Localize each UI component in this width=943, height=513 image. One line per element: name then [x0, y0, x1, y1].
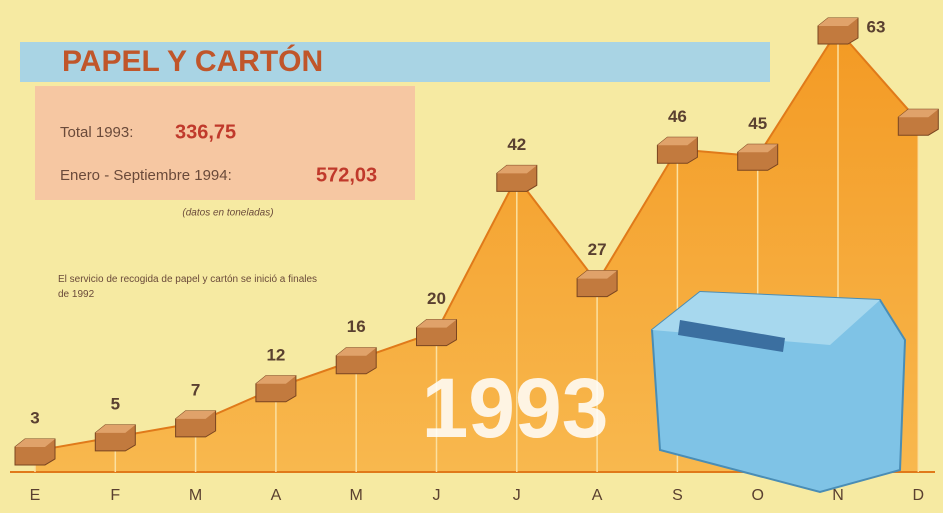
- point-marker: [577, 271, 617, 297]
- point-marker: [256, 376, 296, 402]
- data-label: 16: [347, 317, 366, 336]
- period-label: Enero - Septiembre 1994:: [60, 167, 232, 184]
- x-tick-label: J: [513, 487, 521, 504]
- point-marker: [818, 18, 858, 44]
- chart-title: PAPEL Y CARTÓN: [62, 44, 323, 78]
- data-label: 20: [427, 289, 446, 308]
- data-label: 3: [30, 408, 39, 427]
- data-label: 45: [748, 114, 767, 133]
- x-tick-label: N: [832, 487, 844, 504]
- point-marker: [176, 411, 216, 437]
- x-tick-label: O: [751, 487, 763, 504]
- x-tick-label: S: [672, 487, 683, 504]
- x-tick-label: F: [110, 487, 120, 504]
- data-label: 27: [588, 240, 607, 259]
- data-label: 12: [266, 345, 285, 364]
- note: El servicio de recogida de papel y cartó…: [58, 272, 318, 302]
- page: 19933E5F7M12A16M20J42J27A46S45O63N50D PA…: [0, 0, 943, 513]
- data-label: 42: [507, 135, 526, 154]
- x-tick-label: M: [189, 487, 202, 504]
- data-label: 7: [191, 380, 200, 399]
- chart: 19933E5F7M12A16M20J42J27A46S45O63N50D PA…: [0, 0, 943, 513]
- note-box: El servicio de recogida de papel y cartó…: [58, 272, 318, 312]
- point-marker: [417, 320, 457, 346]
- x-tick-label: D: [913, 487, 925, 504]
- x-tick-label: M: [350, 487, 363, 504]
- point-marker: [336, 348, 376, 374]
- point-marker: [738, 144, 778, 170]
- point-marker: [657, 137, 697, 163]
- x-tick-label: J: [433, 487, 441, 504]
- point-marker: [15, 439, 55, 465]
- data-label: 46: [668, 107, 687, 126]
- data-label: 63: [867, 17, 886, 36]
- point-marker: [898, 109, 938, 135]
- total-value: 336,75: [175, 121, 236, 143]
- point-marker: [95, 425, 135, 451]
- total-label: Total 1993:: [60, 124, 133, 141]
- units: (datos en toneladas): [182, 208, 273, 219]
- watermark: 1993: [422, 361, 609, 455]
- x-tick-label: E: [30, 487, 41, 504]
- x-tick-label: A: [592, 487, 603, 504]
- data-label: 5: [111, 394, 120, 413]
- period-value: 572,03: [316, 164, 377, 186]
- x-tick-label: A: [271, 487, 282, 504]
- point-marker: [497, 165, 537, 191]
